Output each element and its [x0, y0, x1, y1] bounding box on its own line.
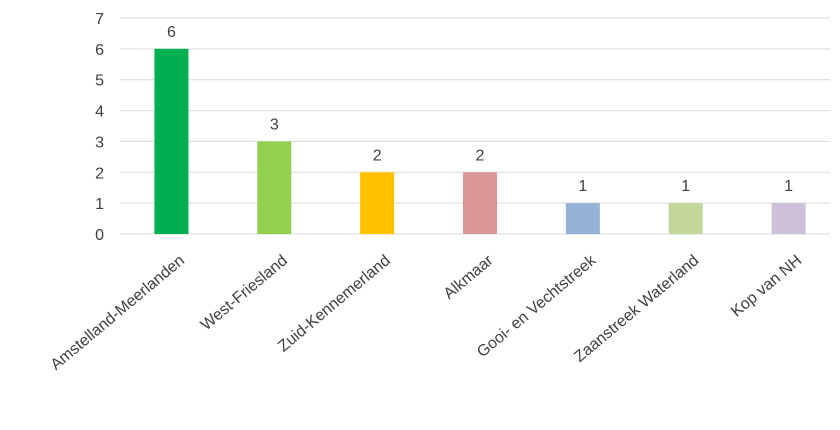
bar-2	[257, 141, 292, 234]
data-labels: 6 3 2 2 1 1 1	[167, 24, 793, 195]
data-label: 3	[270, 116, 279, 133]
y-axis-tick-labels: 0 1 2 3 4 5 6 7	[95, 11, 104, 244]
bar-5	[565, 203, 600, 234]
x-category-label: Alkmaar	[441, 252, 497, 303]
y-tick-label: 6	[95, 42, 104, 59]
x-category-label: Zuid-Kennemerland	[275, 252, 394, 355]
bar-1	[154, 48, 189, 234]
bar-4	[463, 172, 497, 234]
data-label: 2	[373, 147, 382, 164]
data-label: 2	[476, 147, 485, 164]
y-tick-label: 1	[95, 196, 104, 213]
bar-6	[668, 203, 703, 234]
bar-3	[360, 172, 395, 234]
y-tick-label: 4	[95, 104, 104, 121]
y-tick-label: 0	[95, 227, 104, 244]
data-label: 6	[167, 24, 176, 41]
x-category-label: Kop van NH	[728, 252, 805, 320]
x-category-label: West-Friesland	[198, 252, 291, 334]
data-label: 1	[784, 178, 793, 195]
bar-7	[771, 203, 806, 234]
data-label: 1	[578, 178, 587, 195]
x-category-label: Amstelland-Meerlanden	[48, 252, 188, 374]
bars	[154, 48, 806, 234]
data-label: 1	[681, 178, 690, 195]
y-tick-label: 3	[95, 134, 104, 151]
y-tick-label: 2	[95, 165, 104, 182]
y-tick-label: 7	[95, 11, 104, 28]
y-tick-label: 5	[95, 73, 104, 90]
x-axis-category-labels: Amstelland-Meerlanden West-FrieslandZuid-…	[48, 251, 806, 373]
